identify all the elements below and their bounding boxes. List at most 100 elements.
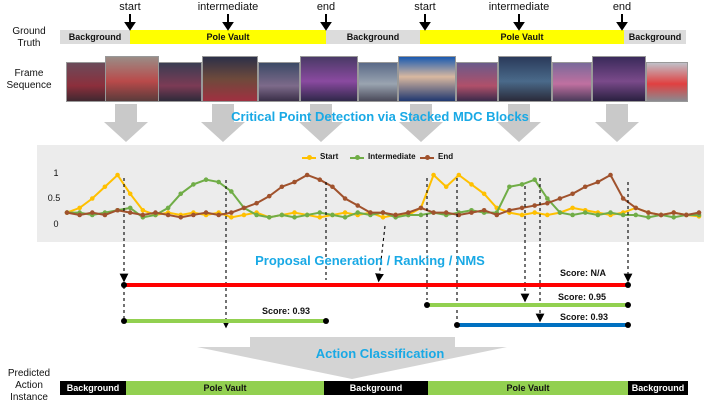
frame-thumbnail: [258, 62, 300, 102]
data-point-intermediate: [191, 182, 196, 187]
data-point-end: [633, 205, 639, 211]
data-point-start: [115, 172, 120, 178]
marker-end-1: end: [316, 1, 336, 13]
data-point-end: [405, 210, 411, 215]
ground-truth-label: Ground Truth: [12, 26, 46, 49]
data-point-intermediate: [254, 212, 259, 218]
ytick-0-5: 0.5: [47, 193, 61, 203]
frame-thumbnail: [300, 56, 358, 102]
data-point-intermediate: [532, 177, 537, 182]
data-point-end: [658, 212, 664, 218]
data-point-end: [279, 184, 285, 190]
data-point-end: [494, 212, 500, 218]
data-point-end: [153, 210, 158, 215]
score-093-green: Score: 0.93: [262, 306, 311, 316]
frame-thumbnail: [158, 62, 202, 102]
data-point-intermediate: [292, 215, 297, 220]
data-point-intermediate: [342, 215, 348, 220]
data-point-intermediate: [608, 210, 613, 215]
data-point-start: [342, 210, 348, 215]
data-point-start: [102, 184, 108, 190]
marker-intermediate-2: intermediate: [488, 1, 550, 13]
data-point-start: [545, 212, 550, 218]
data-point-intermediate: [507, 184, 512, 190]
frame-thumbnail: [456, 62, 498, 102]
pred-segment-background-3: Background: [628, 381, 688, 395]
score-095: Score: 0.95: [558, 292, 607, 302]
data-point-end: [481, 207, 487, 213]
data-point-start: [431, 172, 436, 178]
data-point-end: [557, 196, 563, 201]
data-point-end: [292, 179, 297, 185]
data-point-intermediate: [570, 212, 575, 218]
legend-intermediate: Intermediate: [368, 152, 416, 161]
data-point-intermediate: [418, 212, 424, 218]
data-point-intermediate: [582, 210, 588, 215]
data-point-end: [102, 212, 108, 218]
data-point-end: [684, 212, 689, 218]
frame-thumbnail: [202, 56, 258, 102]
ytick-0: 0: [53, 219, 59, 229]
data-point-end: [595, 179, 601, 185]
frame-thumbnail: [358, 62, 398, 102]
marker-start-2: start: [414, 1, 436, 13]
data-point-intermediate: [595, 212, 601, 218]
data-point-intermediate: [229, 189, 234, 194]
pred-segment-background-1: Background: [60, 381, 126, 395]
data-point-end: [507, 207, 512, 213]
data-point-start: [519, 212, 525, 218]
data-point-intermediate: [165, 205, 171, 211]
data-point-end: [77, 212, 82, 218]
data-point-intermediate: [545, 196, 550, 201]
data-point-start: [127, 191, 133, 197]
data-point-end: [254, 200, 259, 206]
frame-thumbnail: [398, 56, 456, 102]
data-point-end: [140, 212, 146, 218]
data-point-intermediate: [317, 210, 323, 215]
data-point-end: [532, 203, 537, 208]
data-point-intermediate: [127, 205, 133, 211]
data-point-end: [191, 212, 196, 218]
data-point-intermediate: [330, 212, 335, 218]
data-point-start: [469, 182, 474, 187]
data-point-intermediate: [646, 215, 651, 220]
data-point-end: [393, 212, 398, 218]
data-point-start: [317, 215, 323, 220]
data-point-start: [229, 215, 234, 220]
marker-end-2: end: [612, 1, 632, 13]
data-point-end: [165, 212, 171, 218]
data-point-intermediate: [633, 212, 639, 218]
classification-title: Action Classification: [315, 346, 445, 361]
data-point-start: [292, 210, 297, 215]
data-point-start: [380, 215, 386, 220]
data-point-intermediate: [620, 212, 626, 218]
data-point-end: [646, 210, 651, 215]
gt-segment-background-3: Background: [624, 30, 686, 44]
gt-segment-background-2: Background: [326, 30, 420, 44]
data-point-start: [532, 210, 537, 215]
data-point-start: [140, 207, 146, 213]
gt-segment-pole-vault-1: Pole Vault: [130, 30, 326, 44]
frame-thumbnail: [498, 56, 552, 102]
data-point-intermediate: [216, 179, 221, 185]
frame-thumbnail: [66, 62, 106, 102]
data-point-intermediate: [671, 215, 677, 220]
proposal-title: Proposal Generation / Ranking / NMS: [255, 253, 485, 268]
data-point-end: [64, 210, 70, 215]
data-point-end: [330, 184, 335, 190]
data-point-end: [304, 172, 310, 178]
data-point-intermediate: [557, 210, 563, 215]
data-point-start: [570, 205, 575, 211]
data-point-end: [380, 210, 386, 215]
data-point-end: [115, 207, 120, 213]
data-point-start: [481, 191, 487, 197]
predicted-label: Predicted Action Instance: [7, 368, 51, 403]
data-point-start: [241, 212, 247, 218]
ytick-1: 1: [53, 168, 59, 178]
data-point-start: [443, 184, 449, 190]
data-point-end: [127, 210, 133, 215]
data-point-end: [620, 196, 626, 201]
